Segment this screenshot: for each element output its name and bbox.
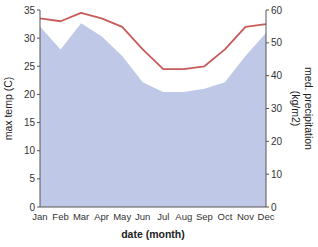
y2-tick-label: 10 <box>271 169 283 180</box>
y-axis-line <box>40 10 41 207</box>
y2-axis-label: med. precipitation(kg/m2) <box>290 67 315 150</box>
x-tick-label: Aug <box>175 211 192 222</box>
axes: 051015202530350102030405060JanFebMarAprM… <box>24 5 283 223</box>
y2-tick-label: 40 <box>271 70 283 81</box>
x-tick-label: Dec <box>258 211 275 222</box>
x-tick-label: Sep <box>196 211 213 222</box>
y2-tick <box>266 207 269 208</box>
y-tick <box>37 66 40 67</box>
y-tick <box>37 207 40 208</box>
y-tick <box>37 178 40 179</box>
y2-tick-label: 30 <box>271 103 283 114</box>
y2-tick <box>266 174 269 175</box>
y-tick <box>37 10 40 11</box>
y2-tick <box>266 141 269 142</box>
x-tick-label: Jul <box>157 211 169 222</box>
y-axis-label: max temp (C) <box>2 77 14 141</box>
x-tick-label: Jun <box>135 211 150 222</box>
chart: 051015202530350102030405060JanFebMarAprM… <box>0 0 318 247</box>
y2-tick <box>266 10 269 11</box>
y2-tick <box>266 75 269 76</box>
y-tick-label: 5 <box>29 173 35 184</box>
x-tick-label: Jan <box>32 211 47 222</box>
y-tick-label: 20 <box>24 89 36 100</box>
x-tick-label: Oct <box>218 211 233 222</box>
plot-area <box>40 13 266 207</box>
y2-tick <box>266 108 269 109</box>
y2-tick-label: 50 <box>271 37 283 48</box>
y-tick-label: 15 <box>24 117 36 128</box>
y-tick-label: 30 <box>24 33 36 44</box>
y2-tick <box>266 42 269 43</box>
x-axis-label: date (month) <box>121 228 185 240</box>
x-tick-label: May <box>113 211 131 222</box>
y-tick <box>37 122 40 123</box>
y2-axis-label-line: med. precipitation <box>303 67 315 150</box>
y-tick <box>37 94 40 95</box>
y-tick-label: 10 <box>24 145 36 156</box>
y2-tick-label: 20 <box>271 136 283 147</box>
y-tick-label: 35 <box>24 5 36 16</box>
x-tick-label: Feb <box>52 211 68 222</box>
x-tick-label: Apr <box>94 211 109 222</box>
y2-axis-label-line: (kg/m2) <box>290 91 302 127</box>
y-tick-label: 25 <box>24 61 36 72</box>
y-tick <box>37 150 40 151</box>
y2-tick-label: 60 <box>271 5 283 16</box>
y-tick <box>37 38 40 39</box>
x-tick-label: Mar <box>73 211 89 222</box>
x-tick-label: Nov <box>237 211 254 222</box>
x-axis-line <box>40 207 266 208</box>
area <box>40 23 266 207</box>
line <box>40 13 266 69</box>
